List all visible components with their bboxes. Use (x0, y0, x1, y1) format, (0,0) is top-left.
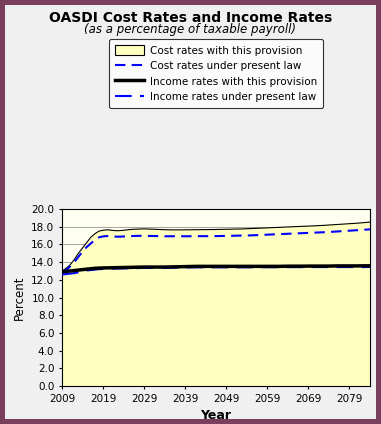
Y-axis label: Percent: Percent (13, 275, 26, 320)
Text: OASDI Cost Rates and Income Rates: OASDI Cost Rates and Income Rates (49, 11, 332, 25)
X-axis label: Year: Year (200, 409, 232, 422)
Legend: Cost rates with this provision, Cost rates under present law, Income rates with : Cost rates with this provision, Cost rat… (109, 39, 323, 108)
Text: (as a percentage of taxable payroll): (as a percentage of taxable payroll) (85, 23, 296, 36)
